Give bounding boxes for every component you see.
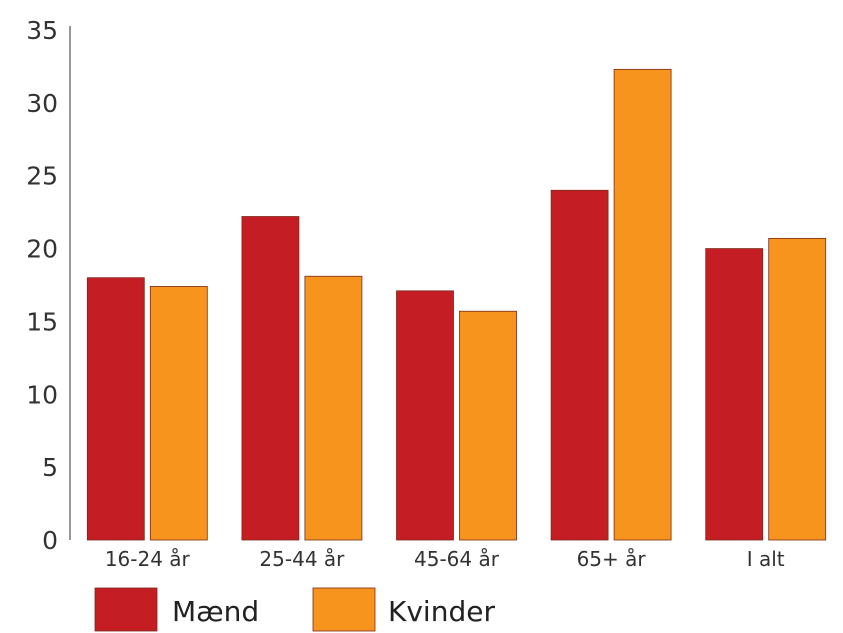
- x-category-label: 25-44 år: [259, 547, 345, 571]
- bar-maend-2: [396, 290, 454, 541]
- legend-swatch-kvinder: [312, 587, 376, 632]
- x-category-label: I alt: [747, 547, 785, 571]
- y-axis: 0 5 10 15 20 25 30 35: [26, 16, 71, 555]
- x-category-label: 65+ år: [577, 547, 647, 571]
- legend-label-kvinder: Kvinder: [388, 595, 495, 628]
- bar-kvinder-4: [768, 237, 827, 541]
- bar-kvinder-2: [459, 310, 517, 541]
- x-category-label: 16-24 år: [105, 547, 191, 571]
- bar-maend-0: [86, 277, 145, 541]
- y-tick-label: 30: [26, 89, 58, 118]
- bars: [86, 68, 827, 541]
- x-category-label: 45-64 år: [414, 547, 500, 571]
- bar-maend-3: [550, 189, 609, 541]
- x-axis-labels: 16-24 år 25-44 år 45-64 år 65+ år I alt: [105, 547, 785, 571]
- y-tick-label: 5: [42, 453, 58, 482]
- legend: Mænd Kvinder: [94, 587, 495, 632]
- bar-kvinder-3: [613, 68, 672, 541]
- bar-maend-1: [241, 216, 300, 541]
- y-tick-label: 0: [42, 526, 58, 555]
- legend-label-maend: Mænd: [172, 595, 259, 628]
- legend-swatch-maend: [94, 587, 158, 632]
- y-tick-label: 25: [26, 162, 58, 191]
- y-tick-label: 10: [26, 380, 58, 409]
- bar-kvinder-0: [149, 286, 208, 541]
- y-tick-label: 20: [26, 235, 58, 264]
- y-tick-label: 15: [26, 307, 58, 336]
- bar-maend-4: [705, 248, 764, 541]
- y-tick-label: 35: [26, 16, 58, 45]
- bar-kvinder-1: [304, 275, 363, 541]
